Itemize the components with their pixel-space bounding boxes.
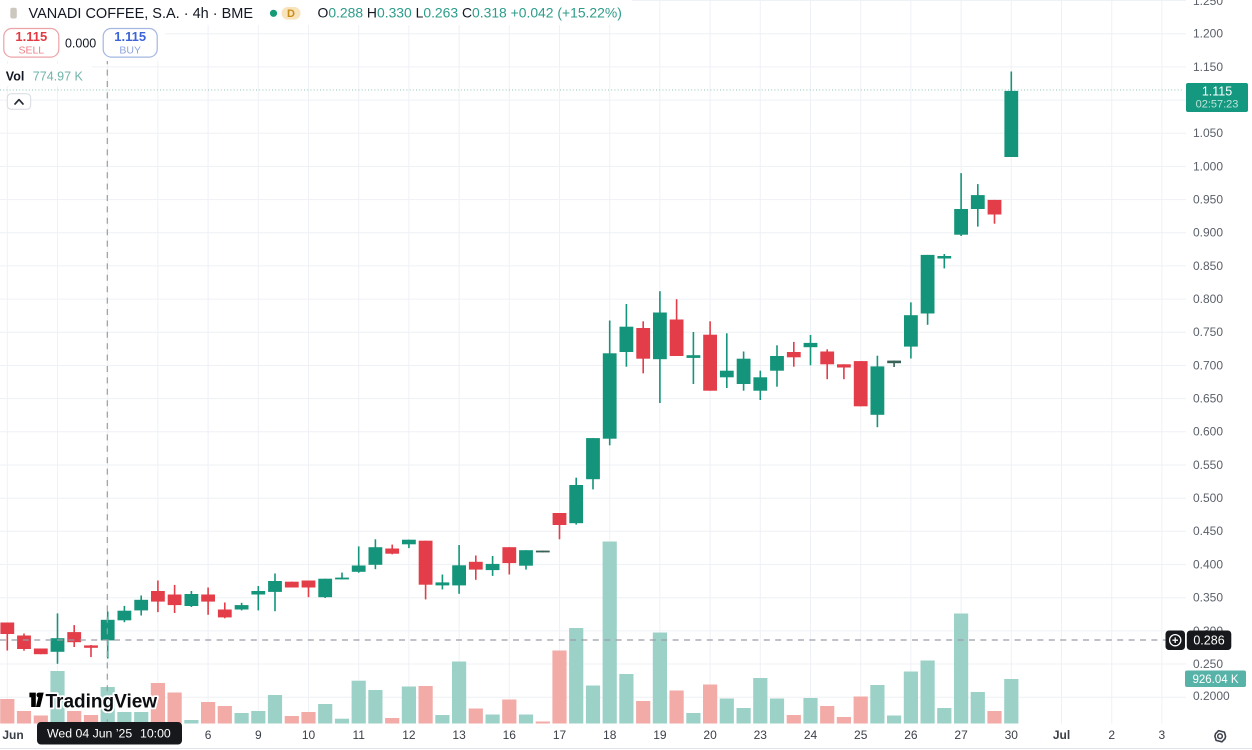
svg-text:1.115: 1.115 bbox=[114, 29, 146, 44]
svg-text:10: 10 bbox=[302, 728, 316, 742]
svg-text:0.500: 0.500 bbox=[1193, 491, 1223, 505]
svg-text:27: 27 bbox=[954, 728, 968, 742]
svg-text:18: 18 bbox=[603, 728, 617, 742]
svg-text:3: 3 bbox=[1159, 728, 1166, 742]
svg-text:1.200: 1.200 bbox=[1193, 27, 1223, 41]
svg-text:0.650: 0.650 bbox=[1193, 392, 1223, 406]
svg-text:2: 2 bbox=[1108, 728, 1115, 742]
svg-text:0.350: 0.350 bbox=[1193, 591, 1223, 605]
svg-text:13: 13 bbox=[452, 728, 466, 742]
svg-text:20: 20 bbox=[703, 728, 717, 742]
svg-text:24: 24 bbox=[804, 728, 818, 742]
svg-text:26: 26 bbox=[904, 728, 918, 742]
svg-text:VANADI COFFEE, S.A. · 4h · BME: VANADI COFFEE, S.A. · 4h · BME bbox=[29, 6, 254, 22]
svg-text:Wed 04 Jun ’25: Wed 04 Jun ’25 bbox=[47, 727, 132, 741]
svg-text:774.97 K: 774.97 K bbox=[33, 70, 84, 84]
svg-text:0.700: 0.700 bbox=[1193, 358, 1223, 372]
svg-text:0.2000: 0.2000 bbox=[1193, 689, 1230, 703]
svg-text:0.400: 0.400 bbox=[1193, 557, 1223, 571]
svg-text:0.286: 0.286 bbox=[1193, 634, 1224, 648]
svg-text:0.600: 0.600 bbox=[1193, 425, 1223, 439]
svg-text:11: 11 bbox=[352, 728, 365, 742]
svg-text:19: 19 bbox=[653, 728, 667, 742]
svg-text:17: 17 bbox=[553, 728, 567, 742]
svg-text:O0.288 H0.330 L0.263 C0.318 +0: O0.288 H0.330 L0.263 C0.318 +0.042 (+15.… bbox=[318, 5, 622, 21]
svg-text:0.250: 0.250 bbox=[1193, 657, 1223, 671]
svg-text:0.900: 0.900 bbox=[1193, 226, 1223, 240]
svg-text:BUY: BUY bbox=[119, 45, 141, 57]
svg-text:16: 16 bbox=[503, 728, 517, 742]
svg-text:0.550: 0.550 bbox=[1193, 458, 1223, 472]
svg-text:9: 9 bbox=[255, 728, 262, 742]
svg-text:Vol: Vol bbox=[6, 70, 25, 84]
svg-text:Jul: Jul bbox=[1053, 728, 1070, 742]
svg-text:0.750: 0.750 bbox=[1193, 325, 1223, 339]
svg-text:0.450: 0.450 bbox=[1193, 524, 1223, 538]
svg-text:1.250: 1.250 bbox=[1193, 0, 1223, 8]
svg-text:1.150: 1.150 bbox=[1193, 60, 1223, 74]
svg-text:1.050: 1.050 bbox=[1193, 126, 1223, 140]
svg-text:Jun: Jun bbox=[2, 728, 23, 742]
svg-text:0.800: 0.800 bbox=[1193, 292, 1223, 306]
svg-text:0.850: 0.850 bbox=[1193, 259, 1223, 273]
svg-text:23: 23 bbox=[754, 728, 768, 742]
svg-text:TradingView: TradingView bbox=[46, 692, 158, 713]
svg-text:1.115: 1.115 bbox=[15, 29, 47, 44]
svg-text:10:00: 10:00 bbox=[140, 727, 171, 741]
svg-text:D: D bbox=[287, 8, 295, 20]
svg-text:SELL: SELL bbox=[18, 45, 44, 57]
svg-text:0.000: 0.000 bbox=[65, 37, 96, 51]
svg-text:30: 30 bbox=[1005, 728, 1019, 742]
svg-text:6: 6 bbox=[205, 728, 212, 742]
svg-text:02:57:23: 02:57:23 bbox=[1196, 99, 1239, 111]
svg-text:12: 12 bbox=[402, 728, 416, 742]
svg-text:25: 25 bbox=[854, 728, 868, 742]
svg-text:1.000: 1.000 bbox=[1193, 159, 1223, 173]
svg-text:926.04 K: 926.04 K bbox=[1192, 674, 1238, 686]
svg-text:0.950: 0.950 bbox=[1193, 193, 1223, 207]
svg-text:1.115: 1.115 bbox=[1202, 85, 1232, 99]
